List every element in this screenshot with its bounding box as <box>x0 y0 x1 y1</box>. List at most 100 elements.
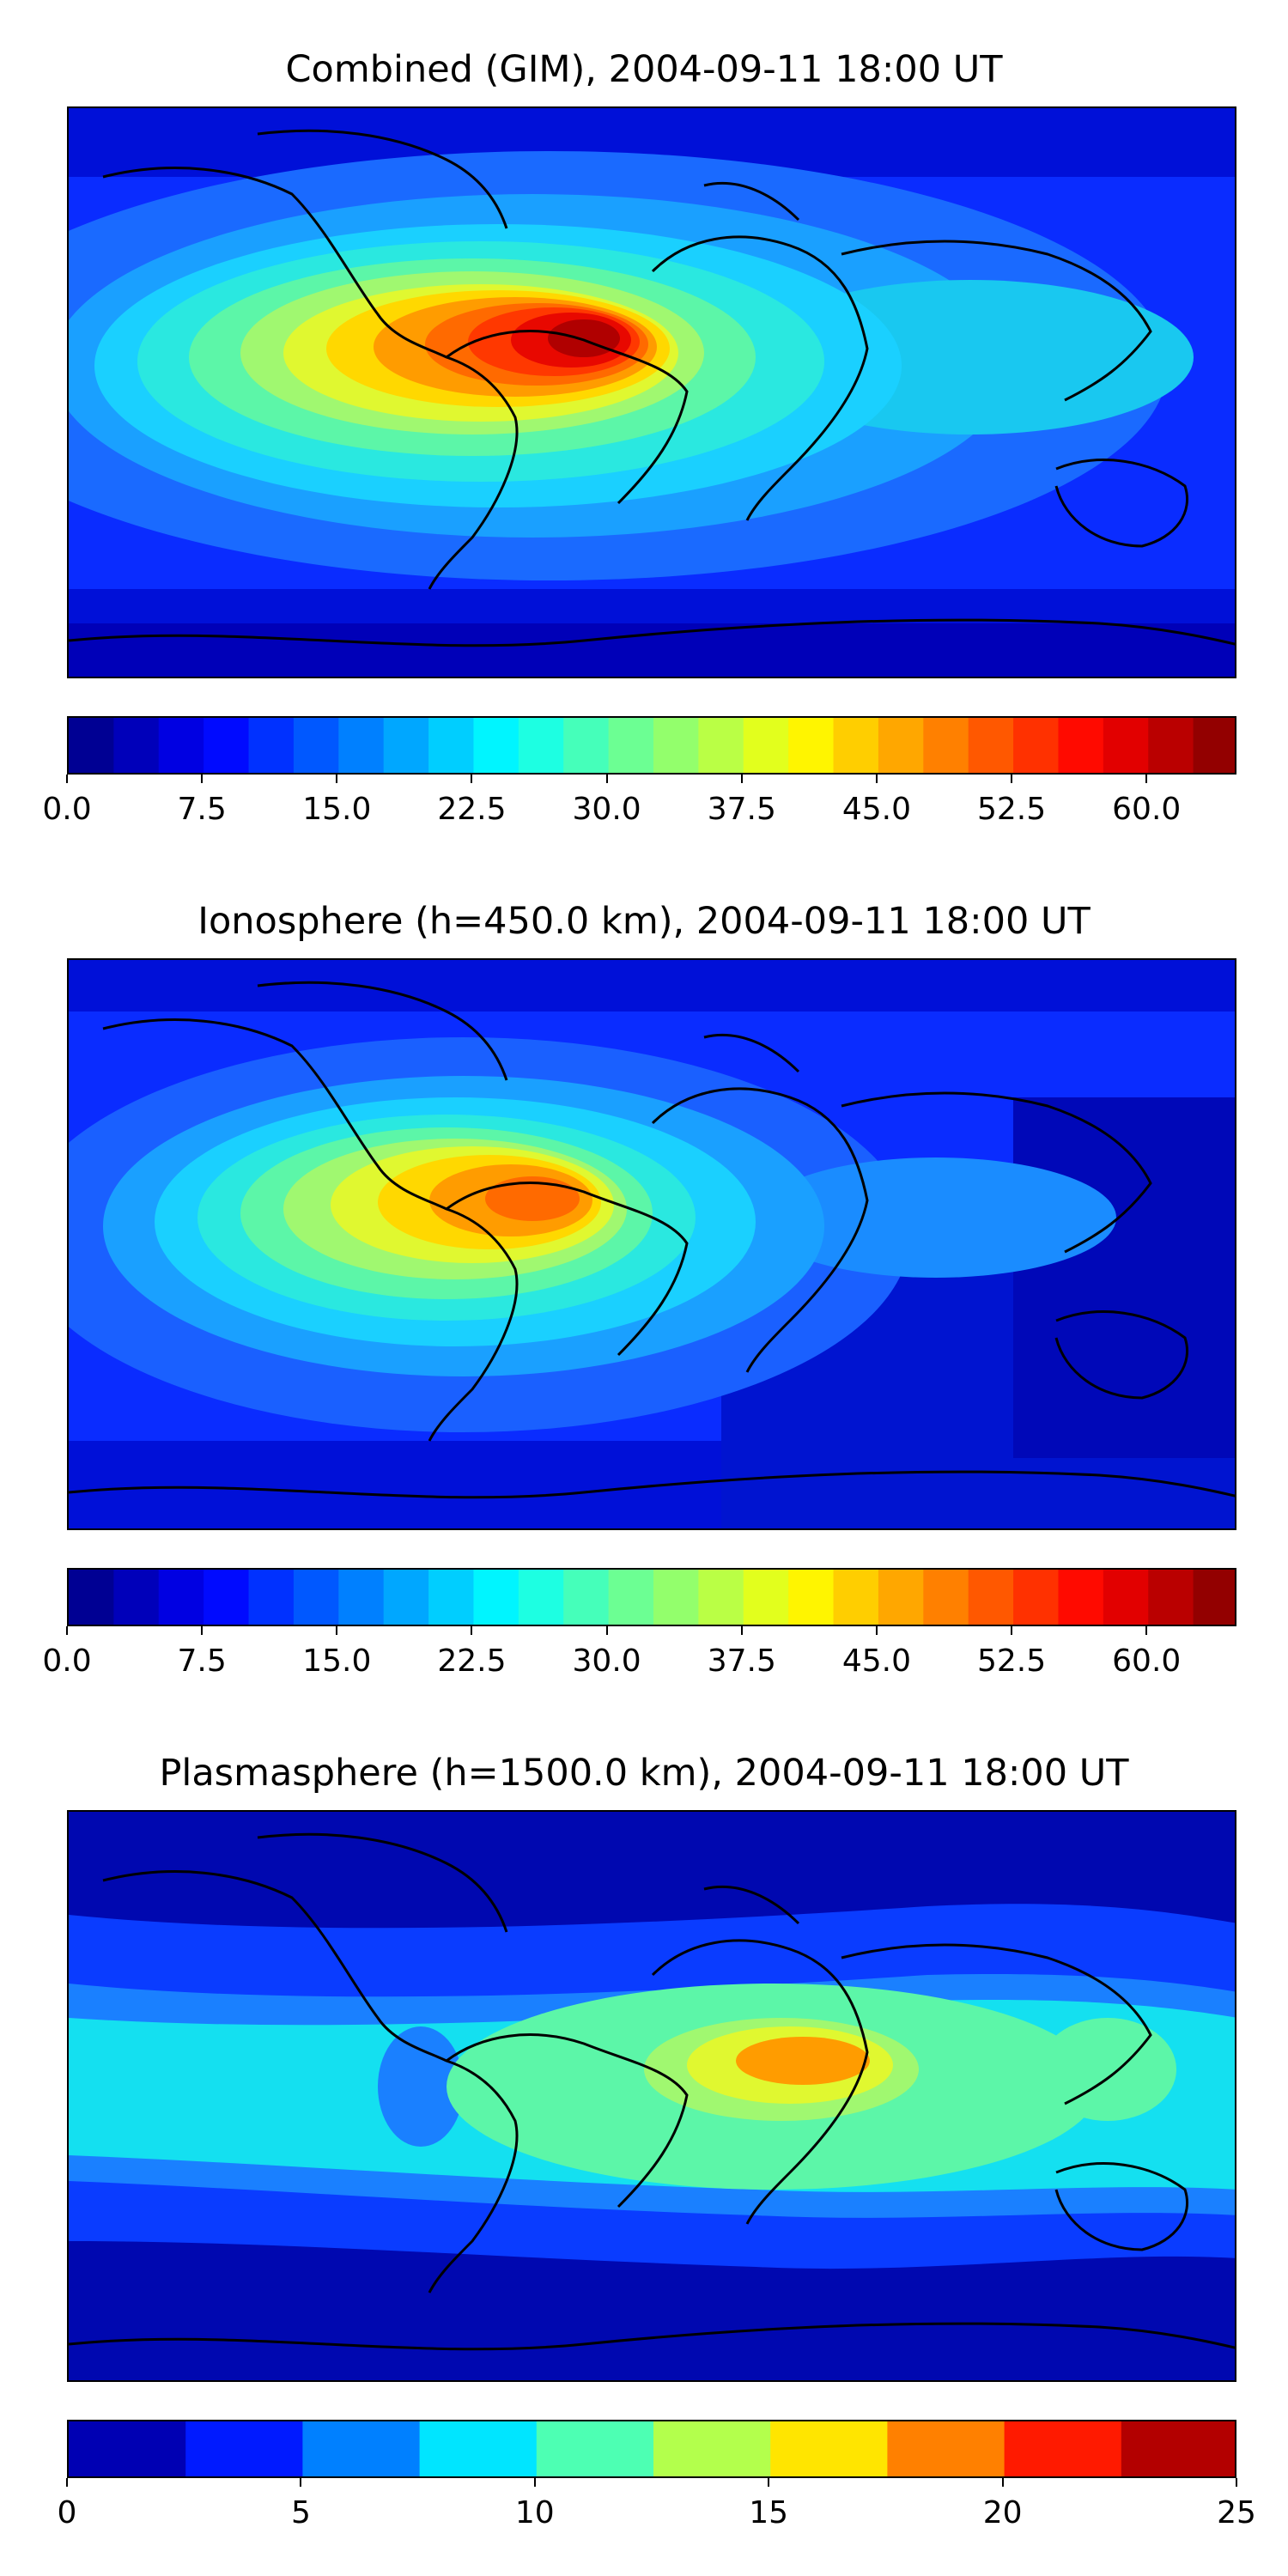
colorbar-level-12 <box>608 718 654 773</box>
colorbar-level-12 <box>608 1570 654 1625</box>
colorbar-tick-label: 37.5 <box>707 1643 776 1679</box>
colorbar-tick <box>740 775 743 783</box>
colorbar-tick <box>336 1626 338 1635</box>
colorbar-tick-label: 30.0 <box>572 1643 641 1679</box>
panel-title-ionosphere: Ionosphere (h=450.0 km), 2004-09-11 18:0… <box>197 900 1091 943</box>
colorbar-level-4 <box>248 718 295 773</box>
colorbar-level-3 <box>419 2421 538 2476</box>
map-combined-svg <box>69 108 1235 677</box>
colorbar-level-5 <box>653 2421 771 2476</box>
colorbar-tick-label: 15 <box>749 2495 789 2530</box>
colorbar-ionosphere-ticks: 0.0 7.5 15.0 22.5 30.0 37.5 45.0 52.5 60.0 <box>42 1626 1236 1679</box>
colorbar-level-2 <box>302 2421 421 2476</box>
colorbar-tick <box>66 775 68 783</box>
colorbar-tick <box>605 775 608 783</box>
colorbar-tick-label: 52.5 <box>976 1643 1047 1679</box>
colorbar-tick <box>1001 2478 1004 2487</box>
colorbar-tick <box>201 775 204 783</box>
colorbar-level-16 <box>788 1570 835 1625</box>
colorbar-combined <box>67 716 1236 775</box>
colorbar-combined-svg <box>69 718 1235 773</box>
colorbar-plasmasphere <box>67 2420 1236 2478</box>
colorbar-level-3 <box>204 1570 250 1625</box>
colorbar-tick-label: 22.5 <box>437 1643 507 1679</box>
colorbar-ionosphere-svg <box>69 1570 1235 1625</box>
colorbar-level-13 <box>653 718 699 773</box>
colorbar-level-2 <box>158 1570 204 1625</box>
colorbar-level-17 <box>833 1570 879 1625</box>
colorbar-level-22 <box>1058 1570 1104 1625</box>
colorbar-level-1 <box>113 1570 160 1625</box>
panel-title-plasmasphere: Plasmasphere (h=1500.0 km), 2004-09-11 1… <box>159 1752 1129 1795</box>
colorbar-tick-label: 60.0 <box>1112 1643 1182 1679</box>
colorbar-tick-label: 37.5 <box>707 792 776 827</box>
colorbar-level-24 <box>1148 1570 1194 1625</box>
colorbar-tick-label: 7.5 <box>177 792 227 827</box>
colorbar-combined-ticks: 0.0 7.5 15.0 22.5 30.0 37.5 45.0 52.5 60.0 <box>42 775 1236 827</box>
colorbar-level-14 <box>698 1570 744 1625</box>
colorbar-level-15 <box>743 1570 789 1625</box>
colorbar-level-11 <box>563 718 610 773</box>
colorbar-level-0 <box>69 718 114 773</box>
map-plasmasphere-svg <box>69 1812 1235 2380</box>
map-ionosphere-svg <box>69 960 1235 1528</box>
colorbar-tick-label: 25 <box>1217 2495 1256 2530</box>
colorbar-level-3 <box>204 718 250 773</box>
colorbar-plasmasphere-svg <box>69 2421 1235 2476</box>
colorbar-tick-label: 5 <box>290 2495 311 2530</box>
colorbar-tick-label: 45.0 <box>841 792 911 827</box>
colorbar-level-21 <box>1013 718 1060 773</box>
map-ionosphere-tec <box>67 958 1236 1530</box>
colorbar-tick <box>605 1626 608 1635</box>
colorbar-level-19 <box>923 718 969 773</box>
colorbar-level-18 <box>878 1570 924 1625</box>
colorbar-level-7 <box>383 718 429 773</box>
colorbar-level-19 <box>923 1570 969 1625</box>
colorbar-tick <box>1011 1626 1013 1635</box>
colorbar-tick <box>471 1626 473 1635</box>
colorbar-tick-label: 0.0 <box>42 1643 92 1679</box>
colorbar-tick <box>471 775 473 783</box>
colorbar-level-18 <box>878 718 924 773</box>
colorbar-tick <box>1145 775 1148 783</box>
colorbar-level-5 <box>293 718 339 773</box>
colorbar-level-13 <box>653 1570 699 1625</box>
colorbar-tick-label: 0.0 <box>42 792 92 827</box>
colorbar-tick <box>66 2478 68 2487</box>
colorbar-level-6 <box>338 718 385 773</box>
colorbar-ionosphere <box>67 1568 1236 1626</box>
colorbar-tick <box>533 2478 536 2487</box>
colorbar-level-8 <box>1004 2421 1122 2476</box>
colorbar-tick <box>300 2478 302 2487</box>
colorbar-level-7 <box>887 2421 1005 2476</box>
colorbar-tick-label: 60.0 <box>1112 792 1182 827</box>
colorbar-level-23 <box>1103 718 1149 773</box>
colorbar-level-23 <box>1103 1570 1149 1625</box>
colorbar-level-15 <box>743 718 789 773</box>
colorbar-tick-label: 0 <box>57 2495 77 2530</box>
colorbar-tick <box>875 775 878 783</box>
colorbar-level-16 <box>788 718 835 773</box>
colorbar-level-1 <box>113 718 160 773</box>
colorbar-level-8 <box>428 718 475 773</box>
colorbar-level-25 <box>1193 718 1235 773</box>
colorbar-tick <box>875 1626 878 1635</box>
colorbar-level-24 <box>1148 718 1194 773</box>
colorbar-tick <box>740 1626 743 1635</box>
colorbar-tick <box>768 2478 770 2487</box>
colorbar-level-0 <box>69 1570 114 1625</box>
colorbar-level-6 <box>338 1570 385 1625</box>
colorbar-tick-label: 10 <box>514 2495 555 2530</box>
colorbar-level-22 <box>1058 718 1104 773</box>
colorbar-tick-label: 22.5 <box>437 792 507 827</box>
panel-title-combined: Combined (GIM), 2004-09-11 18:00 UT <box>285 48 1003 91</box>
colorbar-level-6 <box>770 2421 888 2476</box>
colorbar-level-9 <box>1121 2421 1235 2476</box>
colorbar-level-14 <box>698 718 744 773</box>
colorbar-level-9 <box>473 718 519 773</box>
colorbar-level-11 <box>563 1570 610 1625</box>
colorbar-level-10 <box>518 1570 564 1625</box>
colorbar-tick <box>66 1626 68 1635</box>
colorbar-level-10 <box>518 718 564 773</box>
colorbar-tick-label: 52.5 <box>976 792 1047 827</box>
